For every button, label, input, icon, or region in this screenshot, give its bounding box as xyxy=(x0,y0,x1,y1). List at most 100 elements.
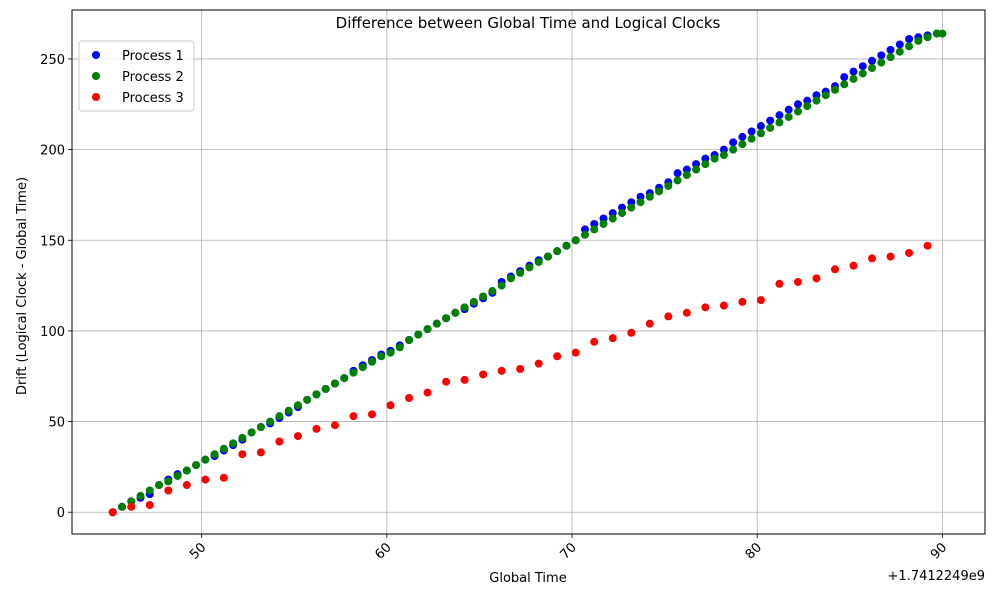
data-point xyxy=(932,29,941,38)
data-point xyxy=(405,394,414,403)
data-point xyxy=(497,366,506,375)
data-point xyxy=(201,455,210,464)
data-point xyxy=(775,118,784,127)
data-point xyxy=(275,437,284,446)
data-point xyxy=(886,45,895,54)
data-point xyxy=(562,241,571,250)
data-point xyxy=(738,297,747,306)
x-tick-label: 90 xyxy=(928,540,950,562)
x-axis-offset-label: +1.7412249e9 xyxy=(888,569,985,584)
data-point xyxy=(479,370,488,379)
data-point xyxy=(682,170,691,179)
data-point xyxy=(664,312,673,321)
data-point xyxy=(479,292,488,301)
data-point xyxy=(229,439,238,448)
data-point xyxy=(784,105,793,114)
data-point xyxy=(321,384,330,393)
data-point xyxy=(164,486,173,495)
data-point xyxy=(840,73,849,82)
data-point xyxy=(201,475,210,484)
data-point xyxy=(368,357,377,366)
data-points xyxy=(108,29,947,517)
data-point xyxy=(775,279,784,288)
data-point xyxy=(247,428,256,437)
data-point xyxy=(608,214,617,223)
x-axis-label: Global Time xyxy=(489,571,566,586)
data-point xyxy=(849,67,858,76)
data-point xyxy=(284,406,293,415)
data-point xyxy=(608,334,617,343)
data-point xyxy=(664,181,673,190)
data-point xyxy=(118,502,127,511)
data-point xyxy=(543,252,552,261)
data-point xyxy=(488,287,497,296)
data-point xyxy=(330,421,339,430)
x-tick-label: 80 xyxy=(743,540,765,562)
data-point xyxy=(673,169,682,178)
data-point xyxy=(830,265,839,274)
data-point xyxy=(432,319,441,328)
y-tick-label: 100 xyxy=(40,325,65,340)
data-point xyxy=(877,58,886,67)
data-point xyxy=(812,274,821,283)
y-tick-label: 200 xyxy=(40,144,65,159)
data-point xyxy=(497,281,506,290)
data-point xyxy=(905,248,914,257)
data-point xyxy=(895,47,904,56)
data-point xyxy=(145,486,154,495)
data-point xyxy=(830,85,839,94)
data-point xyxy=(349,412,358,421)
data-point xyxy=(238,450,247,459)
data-point xyxy=(108,508,117,517)
data-point xyxy=(729,138,738,147)
data-point xyxy=(293,432,302,441)
data-point xyxy=(414,330,423,339)
y-tick-label: 0 xyxy=(57,506,65,521)
x-tick-label: 50 xyxy=(187,540,209,562)
x-tick-label: 60 xyxy=(372,540,394,562)
data-point xyxy=(469,297,478,306)
data-point xyxy=(571,348,580,357)
data-point xyxy=(182,466,191,475)
data-point xyxy=(506,274,515,283)
data-point xyxy=(923,33,932,42)
data-point xyxy=(210,450,219,459)
data-point xyxy=(938,29,947,38)
data-point xyxy=(673,176,682,185)
y-tick-label: 250 xyxy=(40,53,65,68)
data-point xyxy=(766,116,775,125)
data-point xyxy=(812,96,821,105)
data-point xyxy=(636,198,645,207)
data-point xyxy=(821,91,830,100)
data-point xyxy=(312,424,321,433)
data-point xyxy=(349,368,358,377)
data-point xyxy=(330,379,339,388)
data-point xyxy=(840,80,849,89)
data-point xyxy=(775,111,784,120)
data-point xyxy=(368,410,377,419)
data-point xyxy=(266,417,275,426)
data-point xyxy=(516,365,525,374)
data-point xyxy=(756,296,765,305)
y-axis-label: Drift (Logical Clock - Global Time) xyxy=(15,177,30,395)
data-point xyxy=(793,107,802,116)
data-point xyxy=(645,192,654,201)
data-point xyxy=(793,277,802,286)
data-point xyxy=(858,62,867,71)
data-point xyxy=(905,42,914,51)
data-point xyxy=(868,254,877,263)
data-point xyxy=(868,56,877,65)
data-point xyxy=(155,481,164,490)
data-point xyxy=(858,69,867,78)
data-point xyxy=(312,390,321,399)
data-point xyxy=(701,303,710,312)
data-point xyxy=(358,363,367,372)
data-point xyxy=(534,258,543,267)
data-point xyxy=(895,40,904,49)
data-point xyxy=(219,444,228,453)
data-point xyxy=(710,154,719,163)
data-point xyxy=(238,433,247,442)
legend-label: Process 2 xyxy=(122,70,184,85)
data-point xyxy=(386,348,395,357)
data-point xyxy=(645,319,654,328)
